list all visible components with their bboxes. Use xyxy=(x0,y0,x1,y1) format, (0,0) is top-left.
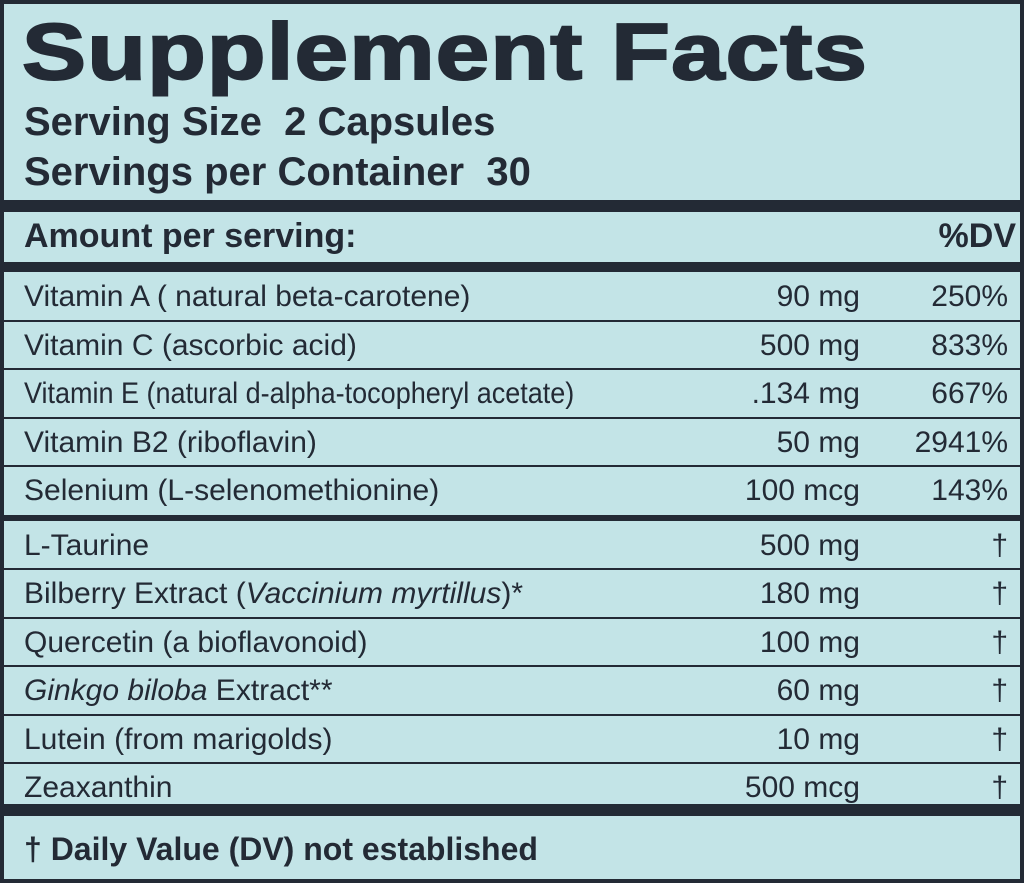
amount: 100 mcg xyxy=(744,474,860,507)
name-part: )* xyxy=(501,577,523,610)
daily-value: † xyxy=(991,674,1008,707)
daily-value: 2941% xyxy=(914,425,1008,459)
amount: 100 mg xyxy=(759,625,860,659)
name-part: Lutein (from marigolds) xyxy=(24,722,333,756)
row-line xyxy=(4,319,1020,322)
name-part: Vitamin A ( natural beta-carotene) xyxy=(24,280,471,313)
serving-size: Serving Size 2 Capsules xyxy=(24,100,496,144)
ingredient-name: Vitamin C (ascorbic acid) xyxy=(24,329,357,363)
ingredient-name: Vitamin A ( natural beta-carotene) xyxy=(24,280,470,314)
amount-header: Amount per serving: xyxy=(24,217,357,255)
ingredient-name: Vitamin B2 (riboflavin) xyxy=(24,426,317,460)
title: Supplement Facts xyxy=(21,6,869,97)
daily-value: 667% xyxy=(931,377,1008,410)
daily-value: † xyxy=(991,528,1008,562)
ingredient-name: Vitamin E (natural d-alpha-tocopheryl ac… xyxy=(24,377,574,411)
name-part: Zeaxanthin xyxy=(24,771,173,804)
amount: .134 mg xyxy=(751,377,860,410)
ingredient-name: L-Taurine xyxy=(24,529,149,563)
row-line xyxy=(4,416,1020,419)
servings-per-container: Servings per Container 30 xyxy=(24,150,531,194)
amount: 500 mcg xyxy=(744,771,860,804)
footnote: † Daily Value (DV) not established xyxy=(24,831,538,867)
divider xyxy=(4,200,1020,212)
row-line xyxy=(4,762,1020,764)
row-line xyxy=(4,368,1020,370)
amount: 60 mg xyxy=(776,674,860,707)
amount: 90 mg xyxy=(776,280,860,313)
amount: 180 mg xyxy=(759,577,860,610)
amount: 500 mg xyxy=(759,528,860,562)
name-part: Vitamin C (ascorbic acid) xyxy=(24,328,357,362)
row-line xyxy=(4,568,1020,570)
name-part: Ginkgo biloba xyxy=(24,674,208,707)
daily-value: 833% xyxy=(931,328,1008,362)
name-part: Extract** xyxy=(207,674,333,707)
ingredient-name: Bilberry Extract (Vaccinium myrtillus)* xyxy=(24,577,523,611)
ingredient-name: Quercetin (a bioflavonoid) xyxy=(24,626,368,660)
name-part: Vitamin E (natural d-alpha-tocopheryl ac… xyxy=(24,377,575,410)
divider xyxy=(4,804,1020,816)
dv-header: %DV xyxy=(938,217,1016,255)
amount: 10 mg xyxy=(776,722,860,756)
daily-value: † xyxy=(991,722,1008,756)
row-line xyxy=(4,665,1020,667)
row-line xyxy=(4,465,1020,467)
name-part: Selenium (L-selenomethionine) xyxy=(24,474,440,507)
name-part: Quercetin (a bioflavonoid) xyxy=(24,625,368,659)
row-line xyxy=(4,616,1020,619)
row-line xyxy=(4,713,1020,716)
name-part: L-Taurine xyxy=(24,528,150,562)
group-divider xyxy=(4,514,1020,521)
daily-value: † xyxy=(991,625,1008,659)
ingredient-name: Ginkgo biloba Extract** xyxy=(24,674,333,708)
ingredient-name: Zeaxanthin xyxy=(24,771,172,805)
daily-value: 250% xyxy=(931,280,1008,313)
daily-value: † xyxy=(991,771,1008,804)
amount: 50 mg xyxy=(776,425,860,459)
daily-value: 143% xyxy=(931,474,1008,507)
name-part: Vitamin B2 (riboflavin) xyxy=(24,425,317,459)
name-part: Bilberry Extract ( xyxy=(24,577,246,610)
ingredient-name: Lutein (from marigolds) xyxy=(24,723,332,757)
ingredient-name: Selenium (L-selenomethionine) xyxy=(24,474,439,508)
divider xyxy=(4,262,1020,272)
amount: 500 mg xyxy=(759,328,860,362)
daily-value: † xyxy=(991,577,1008,610)
name-part: Vaccinium myrtillus xyxy=(245,577,502,610)
